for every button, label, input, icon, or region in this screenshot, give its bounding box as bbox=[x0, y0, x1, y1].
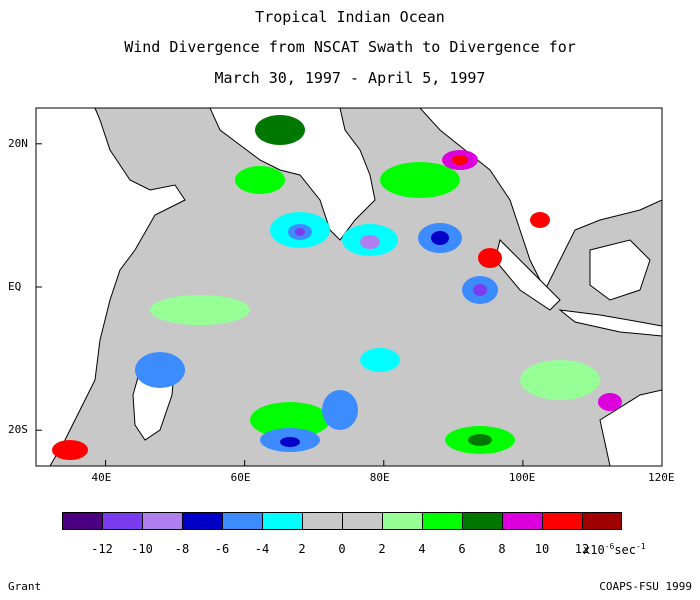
title-line-1: Tropical Indian Ocean bbox=[255, 8, 445, 26]
colorbar-swatch bbox=[262, 512, 302, 530]
divergence-patches bbox=[52, 115, 622, 460]
colorbar-swatch bbox=[542, 512, 582, 530]
colorbar-swatch bbox=[422, 512, 462, 530]
colorbar-label: -6 bbox=[214, 542, 230, 556]
colorbar-label: 6 bbox=[458, 542, 466, 556]
colorbar-swatch bbox=[342, 512, 382, 530]
colorbar-swatch bbox=[102, 512, 142, 530]
land-borneo bbox=[589, 239, 651, 301]
colorbar-swatch bbox=[302, 512, 342, 530]
land-java bbox=[558, 309, 662, 337]
land-arabia-africa bbox=[36, 108, 186, 466]
colorbar-swatch bbox=[582, 512, 622, 530]
lat-tick-label: 20S bbox=[8, 423, 28, 437]
lon-tick-label: 100E bbox=[508, 471, 536, 484]
colorbar-swatch bbox=[142, 512, 182, 530]
lat-tick-label: 20N bbox=[8, 136, 28, 150]
colorbar-label: -12 bbox=[91, 542, 113, 556]
colorbar-label: 0 bbox=[338, 542, 346, 556]
title-line-2: Wind Divergence from NSCAT Swath to Dive… bbox=[124, 38, 576, 56]
lon-tick-label: 60E bbox=[230, 471, 251, 484]
colorbar-label: -8 bbox=[174, 542, 190, 556]
colorbar-swatch bbox=[182, 512, 222, 530]
axis-ticks bbox=[36, 143, 663, 466]
footer-credit: COAPS-FSU 1999 bbox=[599, 580, 692, 593]
colorbar-label: 10 bbox=[534, 542, 550, 556]
colorbar-label: -4 bbox=[254, 542, 270, 556]
colorbar-swatch bbox=[382, 512, 422, 530]
colorbar-label: 2 bbox=[298, 542, 306, 556]
colorbar-swatch bbox=[222, 512, 262, 530]
colorbar-label: -10 bbox=[131, 542, 153, 556]
colorbar-swatch bbox=[502, 512, 542, 530]
land-india bbox=[209, 108, 376, 241]
lon-tick-label: 80E bbox=[369, 471, 390, 484]
colorbar-label: 2 bbox=[378, 542, 386, 556]
title-line-3: March 30, 1997 - April 5, 1997 bbox=[214, 69, 486, 87]
colorbar-label: 12 bbox=[574, 542, 590, 556]
lon-tick-label: 120E bbox=[648, 471, 675, 484]
colorbar-label: 4 bbox=[418, 542, 426, 556]
colorbar-swatch bbox=[462, 512, 502, 530]
land-australia bbox=[599, 389, 662, 466]
footer-author: Grant bbox=[8, 580, 42, 593]
lon-tick-label: 40E bbox=[91, 471, 112, 484]
colorbar-swatch bbox=[62, 512, 102, 530]
lat-tick-label: EQ bbox=[8, 280, 22, 293]
colorbar-label: 8 bbox=[498, 542, 506, 556]
colorbar-units: x10-6sec-1 bbox=[583, 542, 646, 557]
map-field bbox=[36, 108, 662, 466]
